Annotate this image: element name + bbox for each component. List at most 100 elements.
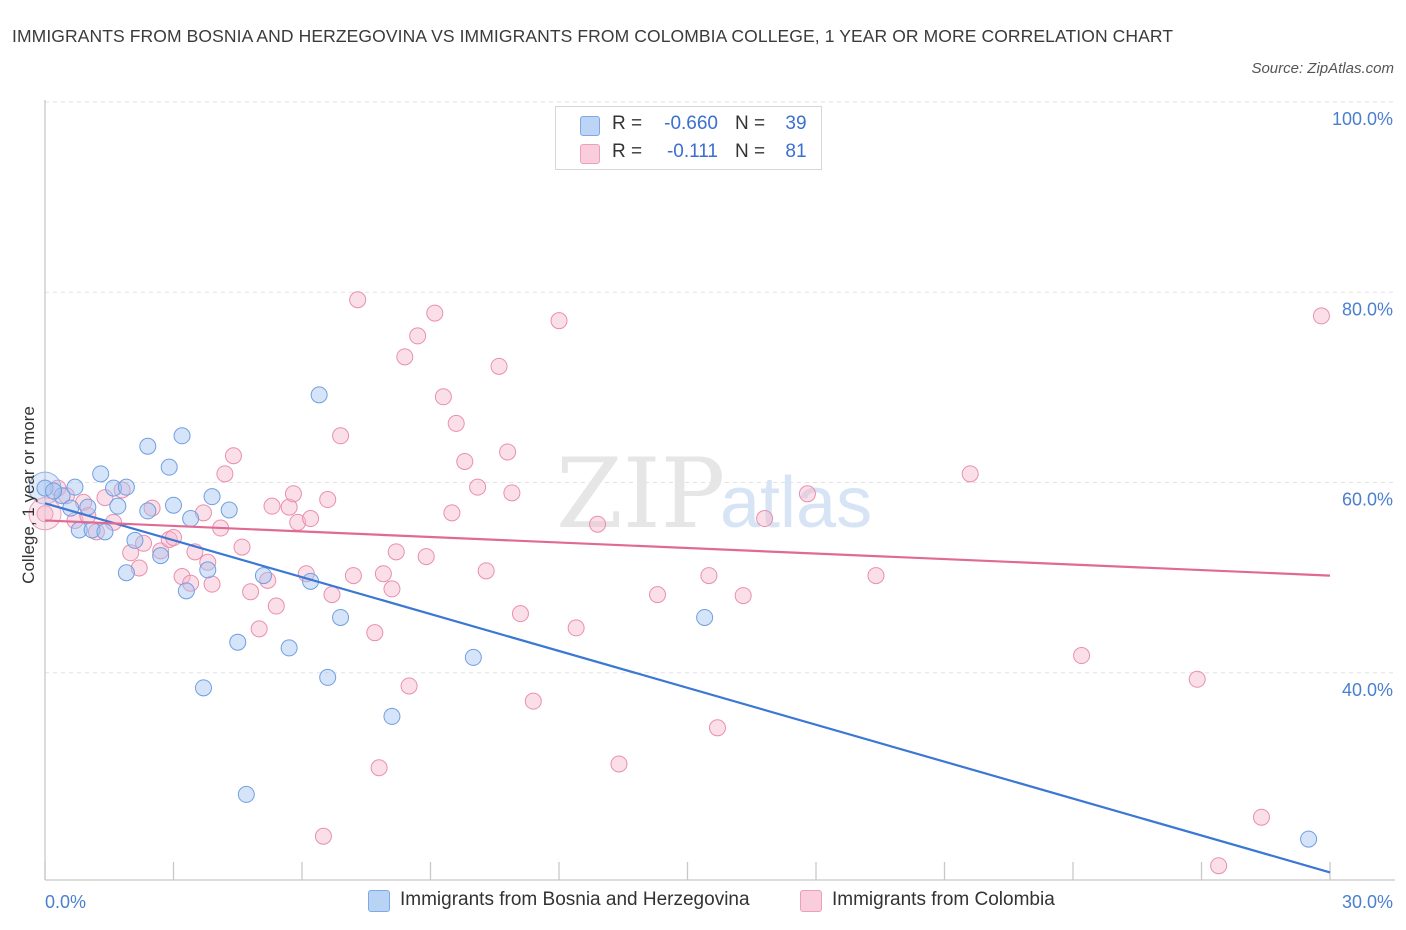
data-point — [383, 707, 401, 725]
data-point — [126, 531, 144, 549]
trend-line — [44, 519, 1331, 577]
data-point — [310, 386, 328, 404]
data-point — [400, 677, 418, 695]
y-tick-label: 80.0% — [1342, 299, 1393, 319]
watermark-zip: ZIP — [556, 438, 725, 550]
series-bosnia-points — [28, 291, 1330, 875]
data-point — [567, 619, 585, 637]
data-point — [443, 504, 461, 522]
data-point — [469, 478, 487, 496]
data-point — [152, 542, 170, 560]
data-point — [1252, 808, 1270, 826]
data-point — [477, 562, 495, 580]
data-point — [867, 567, 885, 585]
data-point — [1210, 857, 1228, 875]
data-point — [524, 692, 542, 710]
chart-title: IMMIGRANTS FROM BOSNIA AND HERZEGOVINA V… — [12, 26, 1174, 46]
data-point — [696, 608, 714, 626]
data-point — [370, 759, 388, 777]
data-point — [499, 443, 517, 461]
data-point — [45, 482, 63, 500]
data-point — [426, 304, 444, 322]
legend-r-value: -0.111 — [666, 141, 718, 162]
data-point — [267, 597, 285, 615]
data-point — [130, 559, 148, 577]
data-point — [96, 489, 114, 507]
data-point — [447, 414, 465, 432]
data-point — [220, 501, 238, 519]
data-point — [263, 497, 281, 515]
bottom-legend-colombia: Immigrants from Colombia — [800, 888, 1100, 916]
data-point — [53, 487, 71, 505]
stats-legend: R = -0.660 N = 39 R = -0.111 N = 81 — [555, 106, 822, 170]
data-point — [199, 561, 217, 579]
y-axis-label: College, 1 year or more — [19, 406, 38, 584]
data-point — [250, 620, 268, 638]
data-point — [1312, 307, 1330, 325]
data-point — [734, 587, 752, 605]
data-point — [254, 567, 272, 585]
data-point — [319, 668, 337, 686]
data-point — [319, 491, 337, 509]
gridlines — [45, 101, 1395, 674]
data-point — [456, 452, 474, 470]
data-point — [464, 648, 482, 666]
data-point — [314, 827, 332, 845]
data-point — [216, 465, 234, 483]
data-point — [109, 497, 127, 515]
data-point — [173, 427, 191, 445]
legend-n-value: 81 — [785, 141, 807, 162]
legend-n-label: N = — [735, 113, 766, 134]
data-point — [139, 502, 157, 520]
data-point — [511, 605, 529, 623]
data-point — [503, 484, 521, 502]
data-point — [349, 291, 367, 309]
data-point — [344, 567, 362, 585]
legend-r-value: -0.660 — [664, 113, 718, 134]
data-point — [961, 465, 979, 483]
data-point — [224, 447, 242, 465]
x-tick-label: 0.0% — [45, 892, 86, 912]
data-point — [233, 538, 251, 556]
data-point — [332, 608, 350, 626]
data-point — [177, 582, 195, 600]
data-point — [700, 567, 718, 585]
data-point — [323, 586, 341, 604]
data-point — [160, 458, 178, 476]
legend-swatch-bosnia — [580, 116, 600, 136]
data-point — [203, 575, 221, 593]
data-point — [194, 679, 212, 697]
data-point — [229, 633, 247, 651]
trend-line — [44, 502, 1331, 874]
data-point — [302, 510, 320, 528]
trend-lines — [44, 502, 1331, 874]
data-point — [280, 639, 298, 657]
watermark-atlas: atlas — [720, 463, 872, 543]
data-point — [203, 488, 221, 506]
y-tick-label: 60.0% — [1342, 490, 1393, 510]
bottom-legend-label-bosnia: Immigrants from Bosnia and Herzegovina — [400, 889, 750, 910]
watermark: ZIP atlas — [556, 438, 872, 550]
data-point — [396, 348, 414, 366]
data-point — [117, 478, 135, 496]
data-point — [152, 547, 170, 565]
data-point — [1073, 647, 1091, 665]
bottom-legend-label-colombia: Immigrants from Colombia — [832, 889, 1055, 910]
data-point — [1188, 670, 1206, 688]
data-point — [182, 510, 200, 528]
data-point — [280, 498, 298, 516]
data-point — [417, 548, 435, 566]
chart-source: Source: ZipAtlas.com — [1251, 60, 1394, 77]
x-tick-label: 30.0% — [1342, 892, 1393, 912]
legend-r-label: R = — [612, 113, 643, 134]
legend-swatch-colombia — [580, 144, 600, 164]
data-point — [708, 719, 726, 737]
data-point — [194, 504, 212, 522]
data-point — [589, 515, 607, 533]
data-point — [490, 357, 508, 375]
data-point — [92, 465, 110, 483]
data-point — [374, 565, 392, 583]
data-point — [105, 479, 123, 497]
tick-labels: 100.0% 80.0% 60.0% 40.0% 0.0% 30.0% — [45, 109, 1393, 912]
